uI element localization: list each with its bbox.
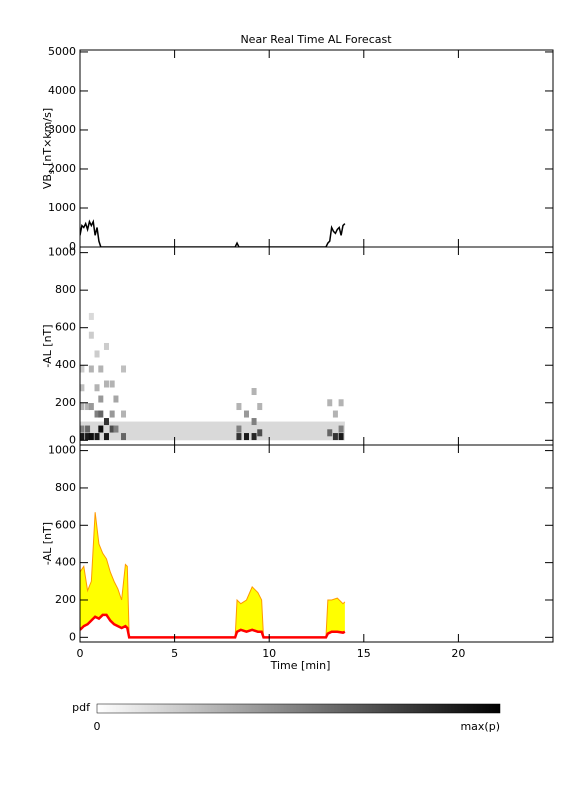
heat-cell xyxy=(88,403,94,411)
heat-cell xyxy=(121,433,127,441)
heat-cell xyxy=(80,433,85,441)
heat-cell xyxy=(109,380,115,388)
y-tick-label: 800 xyxy=(55,283,76,296)
background-band xyxy=(80,421,345,441)
heat-cell xyxy=(88,312,94,320)
median-line xyxy=(80,613,346,639)
heat-cell xyxy=(327,399,333,407)
y-tick-label: 600 xyxy=(55,321,76,334)
heat-cell xyxy=(85,425,91,433)
frame xyxy=(79,444,554,643)
heat-cell xyxy=(243,410,249,418)
y-tick-label: 600 xyxy=(55,518,76,531)
x-tick-label: 15 xyxy=(357,647,371,660)
y-tick-label: 400 xyxy=(55,556,76,569)
plot-area xyxy=(80,512,346,639)
frame xyxy=(79,49,554,248)
heat-cell xyxy=(113,395,119,403)
y-label-main: -AL [nT] xyxy=(41,324,54,367)
band-area xyxy=(80,512,345,638)
y-tick-label: 0 xyxy=(69,433,76,446)
heat-cell xyxy=(98,365,104,373)
heat-cell xyxy=(251,433,257,441)
y-tick-label: 2000 xyxy=(48,162,76,175)
heat-cell xyxy=(121,410,127,418)
heat-cell xyxy=(332,410,338,418)
x-tick-label: 0 xyxy=(77,647,84,660)
y-axis-label: -AL [nT] xyxy=(41,324,54,367)
heat-cell xyxy=(338,433,344,441)
heat-cell xyxy=(251,388,257,396)
colorbar-label: pdf xyxy=(72,701,91,714)
y-tick-label: 0 xyxy=(69,630,76,643)
heat-cell xyxy=(94,384,100,392)
heat-cell xyxy=(327,429,333,437)
heat-cell xyxy=(98,410,104,418)
heat-cell xyxy=(94,410,100,418)
heat-cell xyxy=(103,418,109,426)
heat-cell xyxy=(338,425,344,433)
y-label-main: VB xyxy=(41,174,54,189)
chart-title: Near Real Time AL Forecast xyxy=(240,33,392,46)
y-tick-label: 200 xyxy=(55,593,76,606)
colorbar xyxy=(96,703,501,714)
heat-cell xyxy=(94,350,100,358)
y-tick-label: 1000 xyxy=(48,246,76,259)
heat-cell xyxy=(109,410,115,418)
y-tick-label: 1000 xyxy=(48,444,76,457)
heat-cell xyxy=(113,425,119,433)
heat-cell xyxy=(103,433,109,441)
x-tick-label: 10 xyxy=(262,647,276,660)
heat-cell xyxy=(257,403,263,411)
heat-cell xyxy=(236,433,242,441)
heat-cell xyxy=(236,425,242,433)
heat-cell xyxy=(103,342,109,350)
y-tick-label: 4000 xyxy=(48,84,76,97)
colorbar-min: 0 xyxy=(94,720,101,733)
frame xyxy=(79,246,554,446)
plot-area xyxy=(80,312,345,441)
heat-cell xyxy=(236,403,242,411)
y-tick-label: 3000 xyxy=(48,123,76,136)
heat-cell xyxy=(332,433,338,441)
y-label-sub: s xyxy=(47,170,56,174)
heat-cell xyxy=(88,331,94,339)
heat-cell xyxy=(80,365,85,373)
heat-cell xyxy=(85,433,91,441)
x-axis-label: Time [min] xyxy=(270,659,331,672)
y-tick-label: 200 xyxy=(55,396,76,409)
y-label-main: -AL [nT] xyxy=(41,522,54,565)
heat-cell xyxy=(94,433,100,441)
y-tick-label: 1000 xyxy=(48,201,76,214)
colorbar-max: max(p) xyxy=(460,720,500,733)
x-tick-label: 20 xyxy=(451,647,465,660)
y-axis-label: VBs [nT×km/s] xyxy=(41,108,56,189)
heat-cell xyxy=(103,380,109,388)
heat-cell xyxy=(88,365,94,373)
heat-cell xyxy=(80,425,85,433)
y-tick-label: 400 xyxy=(55,358,76,371)
heat-cell xyxy=(98,395,104,403)
heat-cell xyxy=(80,384,85,392)
heat-cell xyxy=(243,433,249,441)
plot-area xyxy=(80,219,346,247)
heat-cell xyxy=(109,425,115,433)
data-line xyxy=(80,219,346,247)
y-axis-label: -AL [nT] xyxy=(41,522,54,565)
x-tick-label: 5 xyxy=(171,647,178,660)
y-tick-label: 800 xyxy=(55,481,76,494)
heat-cell xyxy=(251,418,257,426)
y-tick-label: 5000 xyxy=(48,45,76,58)
heat-cell xyxy=(257,429,263,437)
heat-cell xyxy=(98,425,104,433)
y-tick-label: 0 xyxy=(69,240,76,253)
heat-cell xyxy=(121,365,127,373)
heat-cell xyxy=(338,399,344,407)
heat-cell xyxy=(80,403,85,411)
y-label-unit: [nT×km/s] xyxy=(41,108,54,166)
heat-cell xyxy=(85,403,91,411)
heat-cell xyxy=(88,433,94,441)
